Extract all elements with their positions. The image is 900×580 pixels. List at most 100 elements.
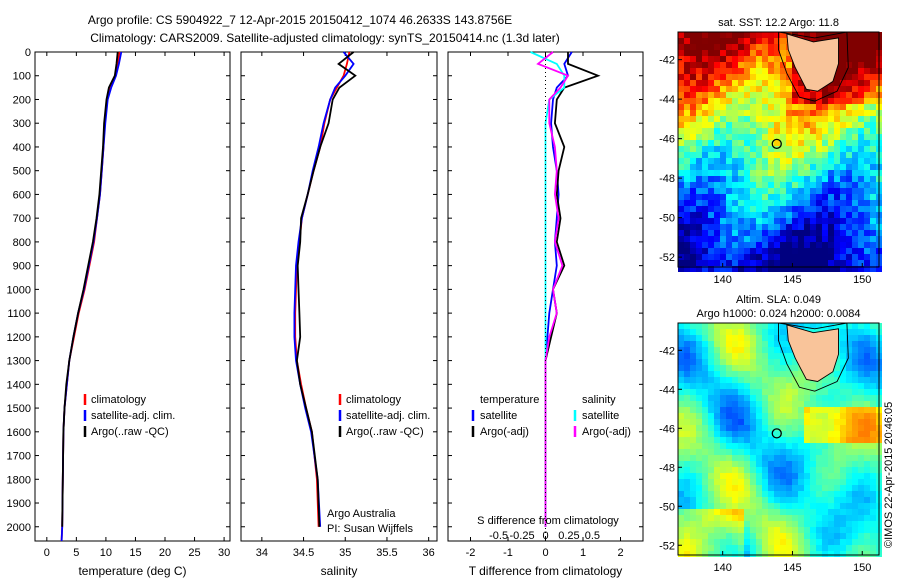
map-cell — [804, 515, 810, 521]
map-cell — [684, 335, 690, 341]
map-cell — [762, 329, 768, 335]
map-cell — [840, 212, 846, 218]
map-cell — [834, 497, 840, 503]
map-cell — [870, 86, 876, 92]
map-cell — [804, 134, 810, 140]
map-cell — [792, 521, 798, 527]
map-cell — [840, 395, 846, 401]
map-cell — [708, 224, 714, 230]
map-cell — [756, 533, 762, 539]
map-cell — [750, 329, 756, 335]
map-cell — [834, 359, 840, 365]
map-cell — [780, 341, 786, 347]
map-cell — [864, 236, 870, 242]
map-cell — [822, 86, 828, 92]
map-cell — [780, 395, 786, 401]
map-cell — [840, 32, 846, 38]
map-cell — [792, 134, 798, 140]
map-cell — [786, 437, 792, 443]
map-cell — [840, 515, 846, 521]
map-cell — [756, 116, 762, 122]
map-cell — [804, 218, 810, 224]
map-cell — [804, 98, 810, 104]
map-cell — [804, 509, 810, 515]
map-cell — [822, 188, 828, 194]
map-cell — [684, 371, 690, 377]
map-cell — [684, 515, 690, 521]
map-cell — [768, 497, 774, 503]
map-cell — [804, 533, 810, 539]
map-cell — [822, 545, 828, 551]
map-cell — [768, 92, 774, 98]
map-cell — [804, 323, 810, 329]
map-cell — [822, 206, 828, 212]
map-cell — [768, 521, 774, 527]
map-cell — [732, 539, 738, 545]
map-cell — [720, 152, 726, 158]
map-cell — [732, 353, 738, 359]
map-cell — [816, 395, 822, 401]
map-cell — [822, 425, 828, 431]
map-cell — [768, 68, 774, 74]
map-cell — [822, 224, 828, 230]
map-cell — [714, 437, 720, 443]
map-cell — [780, 140, 786, 146]
map-cell — [834, 365, 840, 371]
map-cell — [726, 176, 732, 182]
map-cell — [852, 110, 858, 116]
map-cell — [690, 395, 696, 401]
map-cell — [840, 491, 846, 497]
map-cell — [846, 140, 852, 146]
map-cell — [834, 140, 840, 146]
map-cell — [684, 419, 690, 425]
map-cell — [738, 341, 744, 347]
map-cell — [780, 98, 786, 104]
map-cell — [732, 230, 738, 236]
map-cell — [714, 359, 720, 365]
map-cell — [846, 527, 852, 533]
map-cell — [786, 551, 792, 557]
map-cell — [804, 389, 810, 395]
map-cell — [768, 164, 774, 170]
map-cell — [858, 473, 864, 479]
map-cell — [744, 200, 750, 206]
map-cell — [684, 395, 690, 401]
map-cell — [678, 365, 684, 371]
map-cell — [858, 242, 864, 248]
map-cell — [780, 473, 786, 479]
map-cell — [780, 134, 786, 140]
map-cell — [768, 236, 774, 242]
map-cell — [708, 230, 714, 236]
map-cell — [726, 170, 732, 176]
map-cell — [714, 521, 720, 527]
map-cell — [750, 359, 756, 365]
map-cell — [732, 329, 738, 335]
map-cell — [804, 473, 810, 479]
map-cell — [678, 224, 684, 230]
map-cell — [834, 248, 840, 254]
map-cell — [792, 467, 798, 473]
map-cell — [798, 32, 804, 38]
map-cell — [690, 50, 696, 56]
map-cell — [858, 533, 864, 539]
map-cell — [846, 170, 852, 176]
map-cell — [822, 170, 828, 176]
map-cell — [690, 236, 696, 242]
map-cell — [696, 218, 702, 224]
map-cell — [852, 200, 858, 206]
map-cell — [804, 104, 810, 110]
map-cell — [762, 371, 768, 377]
map-cell — [786, 242, 792, 248]
map-cell — [750, 527, 756, 533]
temperature-xtick-label: 5 — [73, 547, 79, 559]
map-cell — [840, 218, 846, 224]
map-cell — [834, 116, 840, 122]
map-cell — [810, 128, 816, 134]
map-cell — [738, 212, 744, 218]
map-cell — [792, 365, 798, 371]
map-cell — [696, 437, 702, 443]
map-cell — [744, 431, 750, 437]
map-cell — [720, 236, 726, 242]
difference-xtick-label: 0 — [542, 547, 548, 559]
map-cell — [732, 236, 738, 242]
